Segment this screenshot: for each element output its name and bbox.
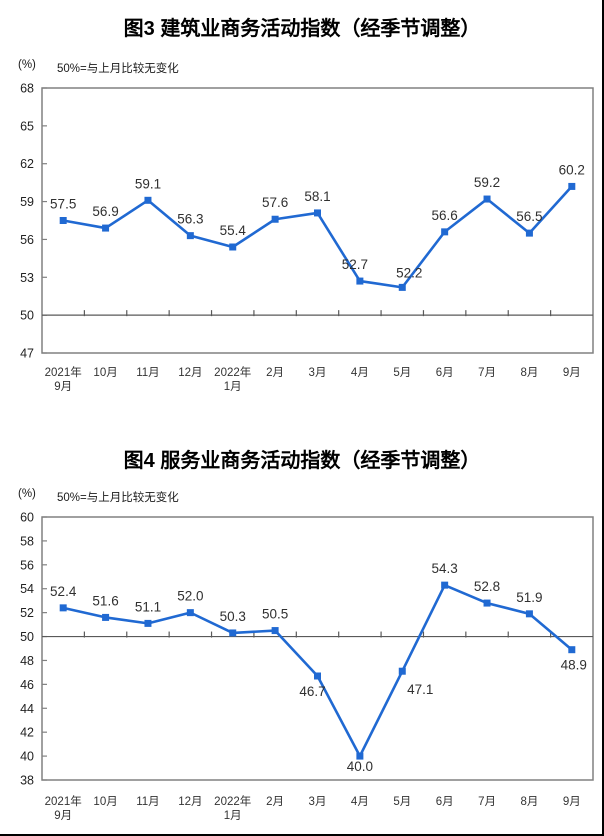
svg-text:56: 56 bbox=[20, 558, 34, 572]
svg-text:44: 44 bbox=[20, 702, 34, 716]
svg-text:9月: 9月 bbox=[54, 810, 72, 822]
svg-text:56: 56 bbox=[20, 233, 34, 247]
svg-text:65: 65 bbox=[20, 119, 34, 133]
svg-text:52.0: 52.0 bbox=[177, 589, 203, 604]
svg-text:40: 40 bbox=[20, 750, 34, 764]
svg-text:54.3: 54.3 bbox=[432, 561, 458, 576]
svg-text:5月: 5月 bbox=[393, 796, 411, 808]
svg-text:6月: 6月 bbox=[436, 796, 454, 808]
chart4-line-plot: 38 40 42 44 46 48 50 52 54 56 58 60 2021年 9月 10月 11月 12月… bbox=[20, 511, 594, 822]
svg-text:55.4: 55.4 bbox=[220, 223, 247, 238]
svg-text:2021年: 2021年 bbox=[45, 365, 82, 379]
svg-text:42: 42 bbox=[20, 726, 34, 740]
svg-text:2月: 2月 bbox=[266, 367, 284, 379]
svg-text:50: 50 bbox=[20, 309, 34, 323]
svg-text:7月: 7月 bbox=[478, 367, 496, 379]
svg-text:57.6: 57.6 bbox=[262, 195, 288, 210]
svg-text:2022年: 2022年 bbox=[214, 365, 251, 379]
svg-text:4月: 4月 bbox=[351, 367, 369, 379]
chart3-line-plot: 47 50 53 56 59 62 65 68 2021年 9月 10月 11月 12月 2022年 1月 2… bbox=[20, 82, 594, 392]
svg-text:47: 47 bbox=[20, 347, 34, 361]
svg-text:48: 48 bbox=[20, 654, 34, 668]
svg-text:3月: 3月 bbox=[309, 367, 327, 379]
svg-text:9月: 9月 bbox=[563, 367, 581, 379]
svg-text:59.1: 59.1 bbox=[135, 176, 161, 191]
svg-text:2月: 2月 bbox=[266, 796, 284, 808]
svg-text:51.6: 51.6 bbox=[92, 593, 118, 608]
svg-text:53: 53 bbox=[20, 271, 34, 285]
svg-text:60: 60 bbox=[20, 511, 34, 525]
svg-text:50.5: 50.5 bbox=[262, 607, 288, 622]
svg-text:6月: 6月 bbox=[436, 367, 454, 379]
chart4-unit-label: (%) bbox=[18, 488, 36, 500]
svg-text:3月: 3月 bbox=[309, 796, 327, 808]
svg-text:8月: 8月 bbox=[520, 796, 538, 808]
svg-text:59: 59 bbox=[20, 195, 34, 209]
svg-text:47.1: 47.1 bbox=[407, 682, 433, 697]
svg-text:12月: 12月 bbox=[178, 796, 202, 808]
svg-text:40.0: 40.0 bbox=[347, 759, 373, 774]
svg-text:56.6: 56.6 bbox=[432, 208, 458, 223]
svg-text:52: 52 bbox=[20, 606, 34, 620]
svg-text:46.7: 46.7 bbox=[299, 684, 325, 699]
svg-text:54: 54 bbox=[20, 582, 34, 596]
svg-text:50: 50 bbox=[20, 630, 34, 644]
svg-text:56.9: 56.9 bbox=[92, 204, 118, 219]
chart4-subtitle-row: (%) 50%=与上月比较无变化 bbox=[0, 488, 602, 504]
chart3-baseline-note: 50%=与上月比较无变化 bbox=[57, 63, 179, 75]
svg-text:52.2: 52.2 bbox=[396, 265, 422, 280]
svg-text:50.3: 50.3 bbox=[220, 609, 246, 624]
svg-text:62: 62 bbox=[20, 157, 34, 171]
svg-text:38: 38 bbox=[20, 774, 34, 788]
svg-text:2021年: 2021年 bbox=[45, 794, 82, 808]
svg-text:10月: 10月 bbox=[93, 796, 117, 808]
svg-text:1月: 1月 bbox=[224, 381, 242, 392]
svg-text:10月: 10月 bbox=[93, 367, 117, 379]
svg-text:48.9: 48.9 bbox=[561, 658, 587, 673]
svg-text:7月: 7月 bbox=[478, 796, 496, 808]
svg-text:57.5: 57.5 bbox=[50, 197, 76, 212]
svg-text:52.8: 52.8 bbox=[474, 579, 500, 594]
chart4-title: 图4 服务业商务活动指数（经季节调整） bbox=[123, 450, 481, 472]
svg-text:4月: 4月 bbox=[351, 796, 369, 808]
chart3-unit-label: (%) bbox=[18, 59, 36, 71]
chart3-title: 图3 建筑业商务活动指数（经季节调整） bbox=[123, 18, 481, 40]
svg-text:52.7: 52.7 bbox=[342, 257, 368, 272]
svg-text:51.1: 51.1 bbox=[135, 599, 161, 614]
svg-text:8月: 8月 bbox=[520, 367, 538, 379]
svg-text:58: 58 bbox=[20, 534, 34, 548]
svg-text:52.4: 52.4 bbox=[50, 584, 77, 599]
svg-text:68: 68 bbox=[20, 82, 34, 96]
svg-text:2022年: 2022年 bbox=[214, 794, 251, 808]
chart3-subtitle-row: (%) 50%=与上月比较无变化 bbox=[0, 59, 602, 75]
svg-text:9月: 9月 bbox=[563, 796, 581, 808]
svg-text:56.3: 56.3 bbox=[177, 212, 203, 227]
svg-text:1月: 1月 bbox=[224, 810, 242, 822]
chart4-baseline-note: 50%=与上月比较无变化 bbox=[57, 492, 179, 504]
svg-text:59.2: 59.2 bbox=[474, 175, 500, 190]
svg-text:12月: 12月 bbox=[178, 367, 202, 379]
svg-text:56.5: 56.5 bbox=[516, 209, 542, 224]
svg-text:46: 46 bbox=[20, 678, 34, 692]
svg-text:11月: 11月 bbox=[136, 796, 159, 808]
svg-text:5月: 5月 bbox=[393, 367, 411, 379]
svg-text:11月: 11月 bbox=[136, 367, 159, 379]
svg-text:51.9: 51.9 bbox=[516, 590, 542, 605]
svg-text:58.1: 58.1 bbox=[304, 189, 330, 204]
svg-text:9月: 9月 bbox=[54, 381, 72, 392]
svg-text:60.2: 60.2 bbox=[559, 162, 585, 177]
